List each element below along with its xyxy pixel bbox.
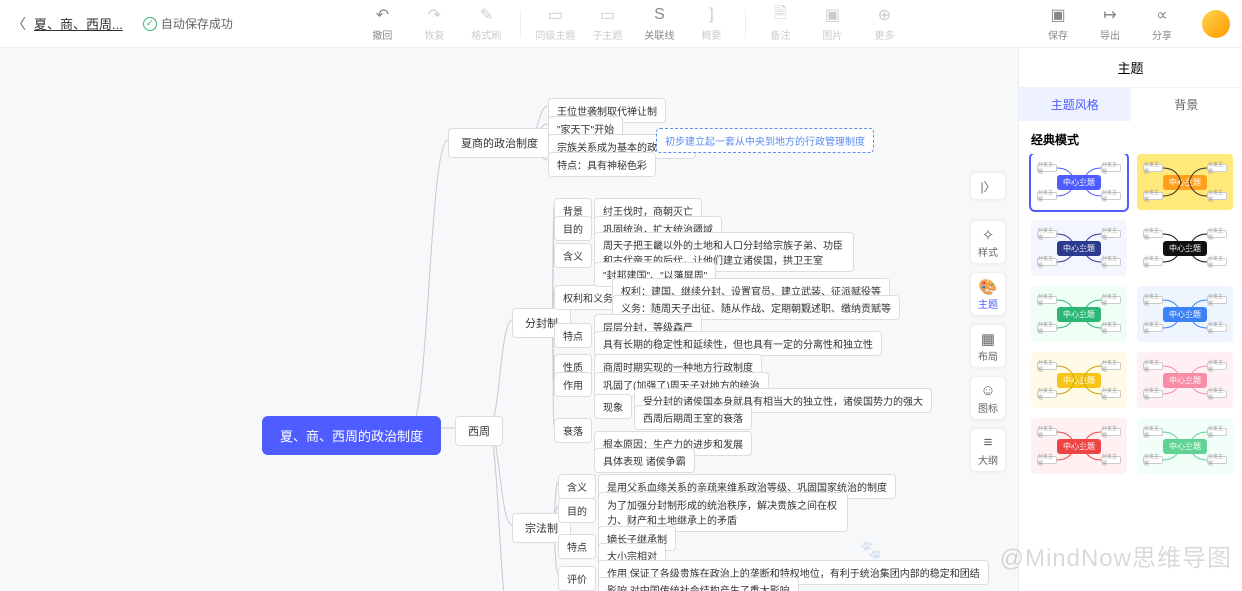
theme-card-3[interactable]: 分支主题分支主题分支主题分支主题中心主题	[1137, 220, 1233, 276]
ff-k-7[interactable]: 衰落	[554, 418, 592, 443]
theme-card-6[interactable]: 分支主题分支主题分支主题分支主题中心主题	[1031, 352, 1127, 408]
node-xia-note[interactable]: 初步建立起一套从中央到地方的行政管理制度	[656, 128, 874, 153]
theme-card-0[interactable]: 分支主题分支主题分支主题分支主题中心主题	[1031, 154, 1127, 210]
tab-theme-style[interactable]: 主题风格	[1019, 88, 1131, 121]
node-xia-3[interactable]: 特点：具有神秘色彩	[548, 152, 656, 177]
float-样式[interactable]: ✧样式	[970, 220, 1006, 264]
ff-v-slczy[interactable]: 西周后期周王室的衰落	[634, 405, 752, 430]
概要-icon: ]	[701, 5, 721, 25]
top-bar: 〈 夏、商、西周... ✓ 自动保存成功 ↶撤回↷恢复✎格式刷 ▭同级主题▭子主题…	[0, 0, 1242, 48]
zf-k-2[interactable]: 特点	[558, 534, 596, 559]
ff-k-2[interactable]: 含义	[554, 243, 592, 268]
tool-格式刷[interactable]: ✎格式刷	[462, 1, 510, 46]
tool-概要[interactable]: ]概要	[687, 1, 735, 46]
ff-k-6[interactable]: 作用	[554, 372, 592, 397]
mindmap-canvas[interactable]: 夏、商、西周的政治制度 夏商的政治制度 西周 王位世袭制取代禅让制 "家天下"开…	[0, 48, 1018, 591]
float-大纲[interactable]: ≡大纲	[970, 428, 1006, 472]
tool-保存[interactable]: ▣保存	[1034, 1, 1082, 46]
theme-card-7[interactable]: 分支主题分支主题分支主题分支主题中心主题	[1137, 352, 1233, 408]
float-图标[interactable]: ☺图标	[970, 376, 1006, 420]
right-panel: 主题 主题风格 背景 经典模式 分支主题分支主题分支主题分支主题中心主题分支主题…	[1018, 48, 1242, 591]
tool-更多[interactable]: ⊕更多	[860, 1, 908, 46]
theme-card-8[interactable]: 分支主题分支主题分支主题分支主题中心主题	[1031, 418, 1127, 474]
watermark-paw-icon: 🐾	[860, 540, 882, 561]
tool-分享[interactable]: ∝分享	[1138, 1, 1186, 46]
theme-card-9[interactable]: 分支主题分支主题分支主题分支主题中心主题	[1137, 418, 1233, 474]
panel-tabs: 主题风格 背景	[1019, 88, 1242, 121]
theme-card-4[interactable]: 分支主题分支主题分支主题分支主题中心主题	[1031, 286, 1127, 342]
float-主题[interactable]: 🎨主题	[970, 272, 1006, 316]
ff-sl-k[interactable]: 现象	[594, 394, 632, 419]
同级主题-icon: ▭	[545, 5, 565, 25]
tool-图片[interactable]: ▣图片	[808, 1, 856, 46]
撤回-icon: ↶	[372, 5, 392, 25]
float-布局[interactable]: ▦布局	[970, 324, 1006, 368]
关联线-icon: S	[649, 5, 669, 25]
back-icon[interactable]: 〈	[12, 14, 26, 34]
tool-恢复[interactable]: ↷恢复	[410, 1, 458, 46]
panel-title: 主题	[1019, 48, 1242, 88]
node-root[interactable]: 夏、商、西周的政治制度	[262, 416, 441, 455]
子主题-icon: ▭	[597, 5, 617, 25]
node-xia[interactable]: 夏商的政治制度	[448, 128, 551, 158]
toolbar: ↶撤回↷恢复✎格式刷 ▭同级主题▭子主题S关联线]概要 🗎备注▣图片⊕更多	[241, 1, 1026, 46]
tool-导出[interactable]: ↦导出	[1086, 1, 1134, 46]
备注-icon: 🗎	[770, 5, 790, 25]
theme-grid: 分支主题分支主题分支主题分支主题中心主题分支主题分支主题分支主题分支主题中心主题…	[1019, 154, 1242, 486]
tab-background[interactable]: 背景	[1131, 88, 1242, 121]
autosave-label: 自动保存成功	[161, 15, 233, 32]
autosave-status: ✓ 自动保存成功	[143, 15, 233, 32]
doc-title[interactable]: 夏、商、西周...	[34, 14, 123, 33]
avatar[interactable]	[1202, 10, 1230, 38]
ff-k-1[interactable]: 目的	[554, 216, 592, 241]
ff-k-4[interactable]: 特点	[554, 323, 592, 348]
zf-v-yx[interactable]: 影响 对中国传统社会结构产生了重大影响	[598, 577, 799, 591]
theme-card-1[interactable]: 分支主题分支主题分支主题分支主题中心主题	[1137, 154, 1233, 210]
恢复-icon: ↷	[424, 5, 444, 25]
zf-k-3[interactable]: 评价	[558, 566, 596, 591]
zf-k-0[interactable]: 含义	[558, 474, 596, 499]
tool-同级主题[interactable]: ▭同级主题	[531, 1, 579, 46]
导出-icon: ↦	[1100, 5, 1120, 25]
expand-panel-button[interactable]: |〉	[970, 172, 1006, 200]
node-xizhou[interactable]: 西周	[455, 416, 503, 446]
theme-card-5[interactable]: 分支主题分支主题分支主题分支主题中心主题	[1137, 286, 1233, 342]
zf-k-1[interactable]: 目的	[558, 498, 596, 523]
更多-icon: ⊕	[874, 5, 894, 25]
ff-v-sljt[interactable]: 具体表现 诸侯争霸	[594, 448, 695, 473]
section-title: 经典模式	[1019, 121, 1242, 154]
分享-icon: ∝	[1152, 5, 1172, 25]
保存-icon: ▣	[1048, 5, 1068, 25]
floating-toolbar: ✧样式 🎨主题 ▦布局 ☺图标 ≡大纲	[970, 220, 1006, 472]
top-right-tools: ▣保存↦导出∝分享	[1034, 1, 1186, 46]
ff-v-td2[interactable]: 具有长期的稳定性和延续性，但也具有一定的分离性和独立性	[594, 331, 882, 356]
theme-card-2[interactable]: 分支主题分支主题分支主题分支主题中心主题	[1031, 220, 1127, 276]
tool-撤回[interactable]: ↶撤回	[358, 1, 406, 46]
图片-icon: ▣	[822, 5, 842, 25]
tool-子主题[interactable]: ▭子主题	[583, 1, 631, 46]
格式刷-icon: ✎	[476, 5, 496, 25]
check-icon: ✓	[143, 17, 157, 31]
tool-备注[interactable]: 🗎备注	[756, 1, 804, 46]
tool-关联线[interactable]: S关联线	[635, 1, 683, 46]
